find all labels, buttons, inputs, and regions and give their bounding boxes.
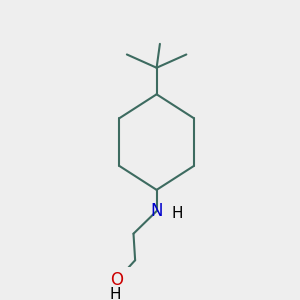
Text: H: H (110, 287, 121, 300)
Text: N: N (150, 202, 163, 220)
Text: H: H (171, 206, 183, 221)
Text: O: O (110, 271, 124, 289)
